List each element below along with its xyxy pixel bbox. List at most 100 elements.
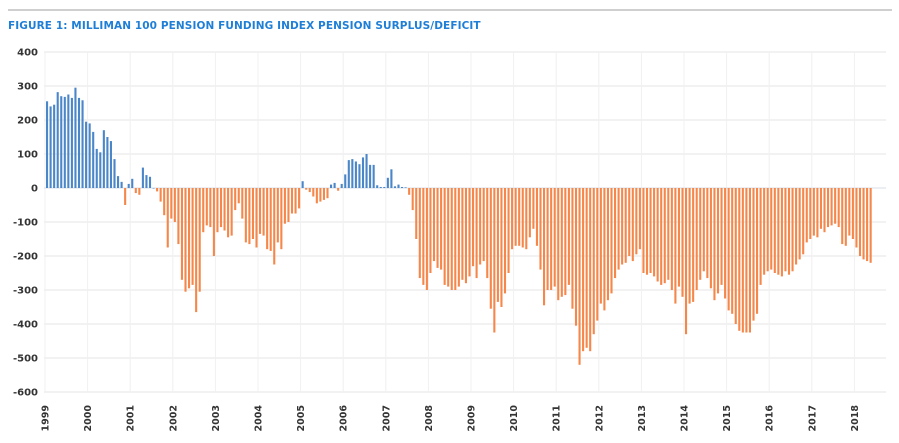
bar-deficit — [468, 188, 471, 277]
bar-deficit — [777, 188, 780, 275]
bar-deficit — [124, 188, 127, 205]
bar-deficit — [447, 188, 450, 287]
bar-deficit — [791, 188, 794, 272]
bar-deficit — [511, 188, 514, 250]
bar-surplus — [330, 184, 333, 188]
bar-deficit — [816, 188, 819, 238]
gridlines — [44, 51, 886, 393]
bar-deficit — [283, 188, 286, 224]
bar-surplus — [386, 177, 389, 188]
bar-deficit — [727, 188, 730, 311]
bar-deficit — [259, 188, 262, 234]
top-rule — [8, 9, 892, 11]
bar-deficit — [617, 188, 620, 270]
bar-deficit — [450, 188, 453, 290]
bar-deficit — [589, 188, 592, 352]
bar-deficit — [688, 188, 691, 304]
bar-deficit — [692, 188, 695, 302]
bar-surplus — [383, 186, 386, 188]
bar-deficit — [571, 188, 574, 309]
bar-deficit — [564, 188, 567, 296]
bar-deficit — [635, 188, 638, 255]
bar-deficit — [262, 188, 265, 236]
bar-surplus — [46, 101, 49, 188]
bar-deficit — [699, 188, 702, 280]
x-tick-label: 2000 — [83, 405, 94, 432]
bar-surplus — [131, 178, 134, 188]
bar-deficit — [784, 188, 787, 272]
bar-deficit — [827, 188, 830, 228]
bar-surplus — [397, 184, 400, 188]
bar-deficit — [546, 188, 549, 290]
bar-deficit — [191, 188, 194, 285]
y-tick-label: 200 — [17, 116, 38, 127]
y-tick-label: -500 — [13, 354, 38, 365]
bar-deficit — [759, 188, 762, 285]
bar-surplus — [365, 154, 368, 188]
x-tick-label: 2010 — [509, 405, 520, 432]
bar-surplus — [148, 176, 152, 188]
bar-deficit — [621, 188, 624, 265]
bar-deficit — [209, 188, 212, 228]
y-tick-label: 0 — [31, 184, 38, 195]
bar-deficit — [614, 188, 617, 279]
x-axis: 1999 2000 2001 2002 2003 2004 2005 2006 2007 2008… — [41, 405, 861, 432]
bar-deficit — [596, 188, 599, 321]
bar-surplus — [99, 152, 102, 188]
bar-deficit — [713, 188, 716, 301]
bar-deficit — [223, 188, 226, 231]
bar-deficit — [234, 188, 237, 211]
bar-deficit — [670, 188, 673, 290]
bar-deficit — [216, 188, 219, 233]
bar-deficit — [624, 188, 627, 263]
bar-surplus — [347, 160, 350, 188]
bar-deficit — [734, 188, 737, 324]
bar-deficit — [720, 188, 723, 285]
bar-deficit — [443, 188, 446, 285]
bar-deficit — [798, 188, 801, 260]
bar-deficit — [649, 188, 652, 273]
bar-deficit — [667, 188, 670, 280]
y-tick-label: 300 — [17, 82, 38, 93]
bar-deficit — [322, 188, 325, 200]
bar-surplus — [372, 164, 375, 188]
bar-deficit — [731, 188, 734, 314]
bar-deficit — [706, 188, 709, 279]
bar-surplus — [56, 92, 59, 188]
bar-surplus — [376, 185, 379, 188]
bar-deficit — [315, 188, 318, 204]
x-tick-label: 2016 — [765, 405, 776, 432]
y-axis: 400 300 200 100 0 -100 -200 -300 -400 -500 -600 — [13, 48, 38, 399]
bar-surplus — [95, 148, 98, 188]
y-tick-label: 400 — [17, 48, 38, 59]
bar-deficit — [198, 188, 201, 292]
bar-deficit — [702, 188, 705, 272]
bar-deficit — [134, 188, 137, 194]
bar-surplus — [390, 169, 393, 188]
bar-deficit — [500, 188, 503, 307]
x-tick-label: 2017 — [807, 405, 818, 431]
bar-surplus — [145, 175, 148, 188]
bar-deficit — [869, 188, 872, 263]
bar-deficit — [812, 188, 815, 236]
bar-deficit — [543, 188, 546, 306]
bar-surplus — [401, 186, 404, 188]
bar-deficit — [653, 188, 656, 277]
bar-deficit — [248, 188, 251, 245]
bar-deficit — [638, 188, 641, 250]
x-tick-label: 2004 — [254, 405, 265, 432]
y-tick-label: 100 — [17, 150, 38, 161]
x-tick-label: 2008 — [424, 405, 435, 432]
bar-deficit — [482, 188, 485, 262]
bar-surplus — [358, 164, 361, 188]
bar-deficit — [802, 188, 805, 255]
bar-deficit — [202, 188, 205, 233]
bar-deficit — [170, 188, 173, 219]
bar-deficit — [138, 188, 141, 195]
x-tick-label: 1999 — [41, 405, 52, 431]
bar-deficit — [493, 188, 496, 333]
bar-deficit — [823, 188, 826, 233]
bar-deficit — [276, 188, 279, 243]
bar-deficit — [457, 188, 460, 287]
